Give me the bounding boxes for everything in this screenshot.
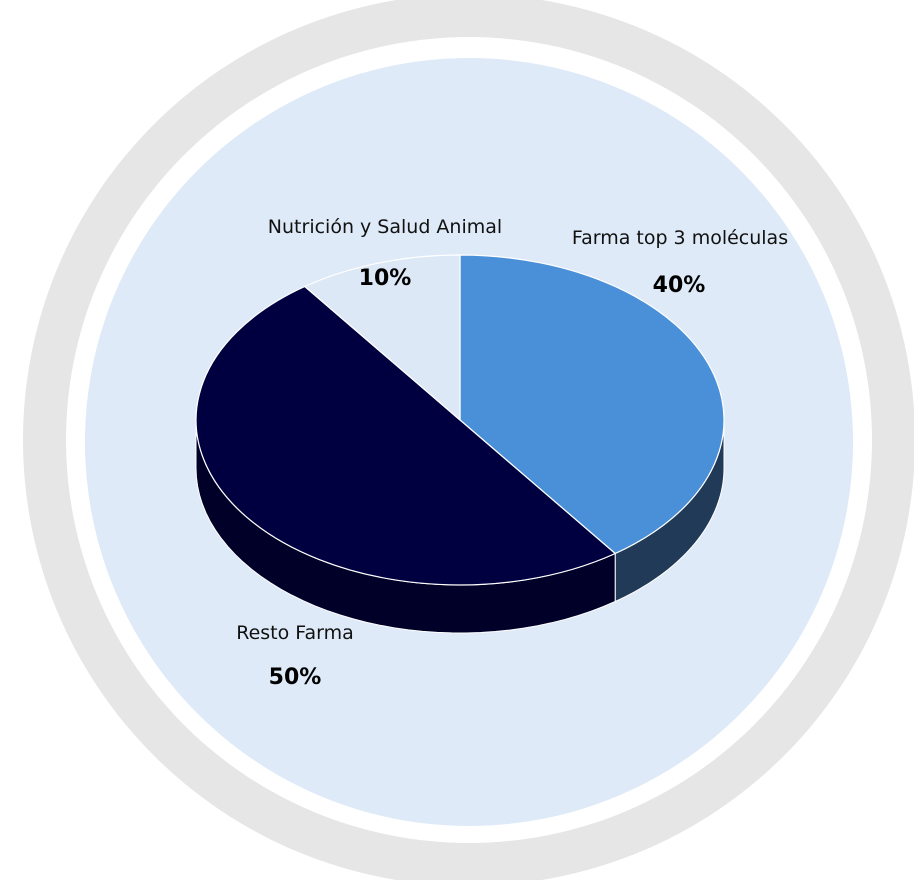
- pie-slice-resto-farma: [195, 285, 616, 586]
- slice-label-nutricion: Nutrición y Salud Animal: [268, 216, 502, 238]
- slice-value-farma-top3: 40%: [653, 273, 706, 298]
- pie-slice-nutricion: [304, 254, 461, 421]
- slice-value-resto-farma: 50%: [269, 665, 322, 690]
- slice-value-nutricion: 10%: [359, 266, 412, 291]
- pie-top-faces: [195, 254, 725, 586]
- slice-label-farma-top3: Farma top 3 moléculas: [572, 227, 788, 249]
- slice-label-resto-farma: Resto Farma: [236, 622, 354, 644]
- pie-slice-farma-top3: [459, 254, 725, 555]
